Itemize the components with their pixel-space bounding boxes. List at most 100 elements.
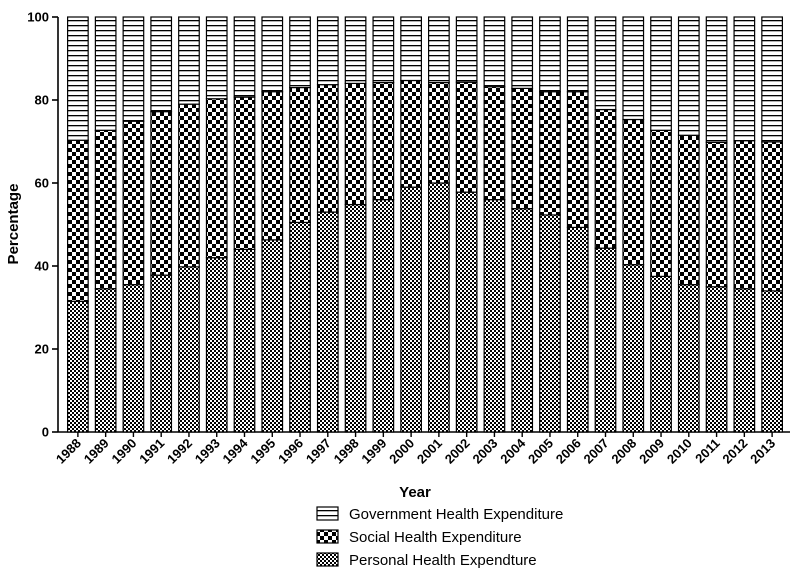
- x-tick-label: 2010: [664, 436, 695, 467]
- bar-segment-fine-checker-2013: [761, 290, 783, 433]
- legend-label: Government Health Expenditure: [349, 506, 563, 523]
- bar-segment-horizontal-lines-2006: [566, 16, 589, 93]
- bar-segment-coarse-checker-2002: [455, 81, 478, 193]
- bar-segment-fine-checker-1991: [150, 274, 173, 433]
- bar-segment-fine-checker-1993: [205, 257, 228, 433]
- bar-segment-fine-checker-2011: [705, 286, 728, 433]
- x-tick-label: 1990: [108, 436, 139, 467]
- bar-segment-horizontal-lines-2011: [705, 16, 728, 143]
- y-tick-label: 80: [35, 93, 49, 108]
- bar-segment-fine-checker-2006: [566, 226, 589, 433]
- bar-segment-coarse-checker-2012: [733, 140, 756, 290]
- x-tick-label: 2001: [414, 436, 445, 467]
- x-tick-label: 1992: [164, 436, 195, 467]
- bar-segment-horizontal-lines-2013: [761, 16, 783, 143]
- bar-segment-horizontal-lines-1999: [372, 16, 395, 84]
- bar-segment-coarse-checker-2010: [677, 134, 700, 286]
- bar-segment-fine-checker-2001: [428, 182, 450, 433]
- bar-segment-horizontal-lines-1994: [233, 16, 256, 98]
- bar-segment-coarse-checker-2008: [622, 118, 645, 266]
- bar-segment-coarse-checker-1989: [94, 129, 117, 290]
- bar-segment-fine-checker-1996: [289, 221, 311, 433]
- x-tick-label: 1995: [247, 436, 278, 467]
- bar-segment-horizontal-lines-2009: [650, 16, 672, 131]
- bar-segment-coarse-checker-2006: [566, 91, 589, 229]
- bar-segment-coarse-checker-2007: [594, 108, 617, 249]
- bar-segment-coarse-checker-2009: [650, 129, 672, 277]
- bar-segment-coarse-checker-2013: [761, 141, 783, 292]
- x-ticks: 1988198919901991199219931994199519961997…: [53, 432, 778, 467]
- bar-segment-horizontal-lines-2005: [539, 16, 561, 93]
- bar-segment-horizontal-lines-1995: [261, 16, 284, 93]
- bar-segment-fine-checker-2008: [622, 264, 645, 433]
- x-tick-label: 2009: [636, 436, 667, 467]
- bar-segment-coarse-checker-2005: [539, 91, 561, 216]
- bar-segment-horizontal-lines-1990: [122, 16, 145, 122]
- legend-swatch-horizontal-lines: [316, 506, 339, 521]
- x-tick-label: 2013: [747, 436, 778, 467]
- bar-segment-horizontal-lines-1993: [205, 16, 228, 100]
- bar-segment-fine-checker-2003: [483, 199, 506, 433]
- legend-swatch-coarse-checker: [316, 529, 339, 544]
- bar-segment-fine-checker-1998: [344, 203, 367, 433]
- bar-segment-fine-checker-1997: [316, 211, 339, 433]
- bar-segment-coarse-checker-2011: [705, 141, 728, 288]
- y-tick-label: 20: [35, 342, 49, 357]
- bar-segment-fine-checker-2004: [511, 208, 534, 433]
- bar-segment-horizontal-lines-2001: [428, 16, 450, 84]
- bar-segment-horizontal-lines-1998: [344, 16, 367, 85]
- y-tick-label: 40: [35, 259, 49, 274]
- bar-segment-coarse-checker-1992: [178, 103, 200, 268]
- x-tick-label: 2003: [469, 436, 500, 467]
- x-tick-label: 1994: [220, 435, 252, 467]
- x-tick-label: 1993: [192, 436, 223, 467]
- bar-segment-horizontal-lines-2004: [511, 16, 534, 89]
- bar-segment-coarse-checker-2004: [511, 87, 534, 210]
- bar-segment-fine-checker-1990: [122, 284, 145, 433]
- bar-segment-coarse-checker-1995: [261, 91, 284, 241]
- bar-segment-fine-checker-2002: [455, 191, 478, 433]
- bar-segment-coarse-checker-1994: [233, 96, 256, 250]
- bar-segment-fine-checker-1999: [372, 199, 395, 433]
- bar-segment-horizontal-lines-2000: [400, 16, 422, 82]
- bar-segment-horizontal-lines-2012: [733, 16, 756, 142]
- bar-segment-fine-checker-1994: [233, 248, 256, 433]
- x-tick-label: 2004: [497, 435, 529, 467]
- bar-segment-horizontal-lines-2002: [455, 16, 478, 83]
- bar-segment-coarse-checker-1988: [67, 139, 89, 302]
- bar-segment-coarse-checker-2000: [400, 79, 422, 188]
- bar-segment-fine-checker-2007: [594, 247, 617, 433]
- bar-segment-coarse-checker-2003: [483, 86, 506, 201]
- y-tick-label: 60: [35, 176, 49, 191]
- bar-segment-coarse-checker-1996: [289, 86, 311, 224]
- x-tick-label: 1997: [303, 436, 334, 467]
- bar-segment-horizontal-lines-2007: [594, 16, 617, 111]
- bar-segment-fine-checker-2012: [733, 288, 756, 433]
- bar-segment-fine-checker-2010: [677, 284, 700, 433]
- bar-segment-horizontal-lines-1992: [178, 16, 200, 105]
- x-tick-label: 1991: [136, 436, 167, 467]
- bar-segment-coarse-checker-1991: [150, 111, 173, 276]
- bar-segment-fine-checker-1988: [67, 300, 89, 433]
- legend-label: Personal Health Expendture: [349, 552, 537, 569]
- bar-segment-horizontal-lines-2008: [622, 16, 645, 121]
- x-tick-label: 1988: [53, 436, 84, 467]
- y-tick-label: 100: [27, 10, 49, 25]
- bar-segment-horizontal-lines-1996: [289, 16, 311, 89]
- x-tick-label: 2012: [719, 436, 750, 467]
- bar-segment-coarse-checker-1997: [316, 84, 339, 213]
- legend-swatch-fine-checker: [316, 552, 339, 567]
- x-tick-label: 1998: [331, 436, 362, 467]
- x-tick-label: 2000: [386, 436, 417, 467]
- bar-segment-fine-checker-1995: [261, 239, 284, 433]
- bar-segment-horizontal-lines-2003: [483, 16, 506, 88]
- bar-segment-fine-checker-2005: [539, 214, 561, 433]
- bar-segment-coarse-checker-2001: [428, 81, 450, 184]
- bar-segment-fine-checker-2000: [400, 186, 422, 433]
- bar-segment-fine-checker-1992: [178, 266, 200, 433]
- bar-segment-fine-checker-2009: [650, 275, 672, 433]
- bar-segment-fine-checker-1989: [94, 288, 117, 433]
- bar-segment-horizontal-lines-1997: [316, 16, 339, 86]
- legend: Government Health Expenditure Social Heal…: [316, 506, 563, 569]
